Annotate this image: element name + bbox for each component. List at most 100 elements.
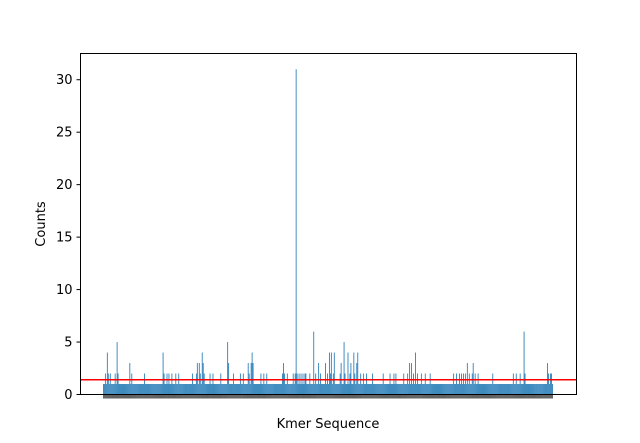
bar [150,384,152,395]
bar [139,384,141,395]
bar [391,384,393,395]
bar [508,384,509,395]
bar [511,384,513,395]
bar [332,373,334,395]
bar [186,384,187,395]
bar [480,384,482,395]
bar [552,384,553,395]
bar [545,384,546,395]
bar [311,384,313,395]
bar [548,373,549,395]
bar [442,384,444,395]
y-axis-label: Counts [34,201,49,247]
bar [462,384,463,395]
bar [381,384,383,395]
bar [146,384,147,395]
bar [203,373,205,395]
bar [116,342,118,395]
bar [256,384,258,395]
bar [421,384,423,395]
bar [288,384,290,395]
bar [124,384,126,395]
bar [154,384,156,395]
bar [189,384,190,395]
bar [447,384,449,395]
bar [365,384,366,395]
bar [378,384,380,395]
bar [530,384,532,395]
bar [483,384,485,395]
bar [522,384,524,395]
bar [383,384,385,395]
bar [439,384,441,395]
bar [190,384,191,395]
bar [411,363,412,395]
bar [387,384,389,395]
bar [349,373,351,395]
bar [473,384,475,395]
bar [193,384,195,395]
bar [105,384,107,395]
bar [363,373,365,395]
bar [216,384,218,395]
bar [265,384,267,395]
bar [487,384,489,395]
bar [294,373,296,395]
bar [356,363,358,395]
bar [351,384,353,395]
bar [212,373,214,395]
bar [549,384,550,395]
bar [463,384,465,395]
bar [114,373,116,395]
bar [336,384,338,395]
bar [103,384,105,395]
bar [350,363,352,395]
bar [164,384,166,395]
bar [497,384,499,395]
bar [367,384,368,395]
bar [170,384,172,395]
bar [464,373,466,395]
bar [284,384,286,395]
bar [525,384,527,395]
bar [239,373,241,395]
bar [188,384,189,395]
bar [362,384,364,395]
bar [302,373,304,395]
bar [126,384,128,395]
bar [431,384,433,395]
bar [195,373,197,395]
bar [523,331,525,395]
bar [413,373,414,395]
bar [209,373,211,395]
bar [379,384,381,395]
bar [551,373,552,395]
bar [423,384,425,395]
bar [153,384,155,395]
bar [273,384,275,395]
bar [166,373,168,395]
bar [418,384,419,395]
bar [313,331,315,395]
bar [231,384,232,395]
bar [536,384,538,395]
bar [550,373,551,395]
bar [221,384,223,395]
bar [147,384,148,395]
bar [137,384,139,395]
bar [309,373,311,395]
bar [422,384,424,395]
bar [156,384,158,395]
bar [409,363,411,395]
bar [138,384,140,395]
bar [292,373,294,395]
bar [449,384,451,395]
bar [213,384,215,395]
bar [283,363,284,395]
bar [340,363,342,395]
bar [297,384,299,395]
bar [300,373,302,395]
bar [459,373,460,395]
bar [255,384,257,395]
bar [461,373,462,395]
